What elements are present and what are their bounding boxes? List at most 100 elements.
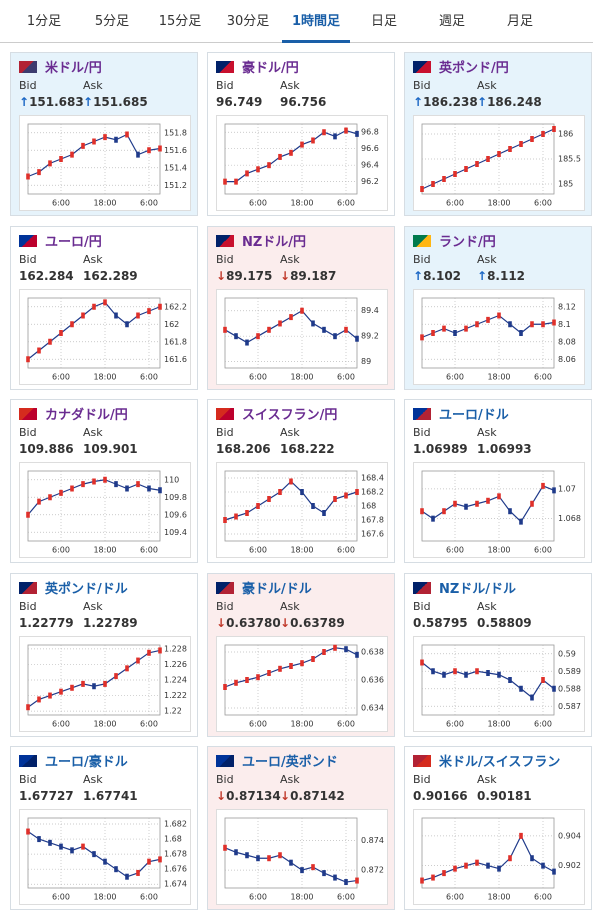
- currency-panel[interactable]: 豪ドル/円 Bid Ask 96.749 96.756 96.2 96.4 96.6 96.8 6…: [207, 52, 395, 216]
- candle: [530, 694, 534, 700]
- y-tick-label: 168.2: [361, 488, 384, 497]
- candle: [541, 131, 545, 137]
- candle: [344, 326, 348, 333]
- currency-panel[interactable]: ユーロ/円 Bid Ask 162.284 162.289 161.6 161.8 162 16…: [10, 225, 198, 390]
- y-tick-label: 8.12: [558, 302, 576, 311]
- candle: [311, 503, 315, 509]
- tab[interactable]: 日足: [370, 14, 397, 29]
- currency-panel[interactable]: カナダドル/円 Bid Ask 109.886 109.901 109.4 109.6 109…: [10, 399, 198, 563]
- mini-chart: 185 185.5 186 6:00 18:00 6:00: [420, 123, 581, 208]
- x-tick-label: 18:00: [290, 199, 313, 208]
- x-tick-label: 6:00: [52, 546, 70, 555]
- currency-panel[interactable]: NZドル/ドル Bid Ask 0.58795 0.58809 0.587 0.588 0.5…: [404, 572, 592, 737]
- y-tick-label: 167.6: [361, 530, 384, 539]
- candle: [420, 186, 424, 192]
- candle: [267, 326, 271, 333]
- bid-value: 0.90166: [413, 789, 468, 803]
- plot-frame: [421, 817, 555, 889]
- candle: [497, 151, 501, 157]
- candle: [26, 355, 30, 362]
- x-tick-label: 18:00: [487, 199, 510, 208]
- candle: [300, 141, 304, 148]
- tab[interactable]: 1時間足: [282, 0, 350, 43]
- candle: [530, 855, 534, 862]
- currency-panel[interactable]: 英ポンド/円 Bid Ask ↑186.238 ↑186.248 185 185.5 186 6…: [404, 52, 592, 216]
- chart-box: 109.4 109.6 109.8 110 6:00 18:00 6:00: [19, 462, 191, 558]
- pair-title: カナダドル/円: [45, 408, 128, 423]
- bid-label: Bid: [216, 79, 234, 92]
- tab[interactable]: 30分足: [226, 14, 270, 29]
- trend-arrow: ↓: [280, 615, 291, 630]
- x-tick-label: 18:00: [290, 372, 313, 381]
- y-tick-label: 1.07: [558, 484, 576, 493]
- currency-panel[interactable]: ユーロ/豪ドル Bid Ask 1.67727 1.67741 1.674 1.676 1.6…: [10, 746, 198, 910]
- candle: [322, 648, 326, 655]
- currency-panel[interactable]: NZドル/円 Bid Ask ↓89.175 ↓89.187 89 89.2 89.4 6:00…: [207, 225, 395, 390]
- bid-value: 1.06989: [413, 442, 468, 456]
- y-tick-label: 168.4: [361, 474, 384, 483]
- candle: [70, 151, 74, 158]
- candle: [453, 171, 457, 177]
- candle: [519, 141, 523, 147]
- currency-panel[interactable]: スイスフラン/円 Bid Ask 168.206 168.222 167.6 167.8 16…: [207, 399, 395, 563]
- y-tick-label: 1.226: [164, 659, 187, 668]
- x-tick-label: 18:00: [487, 893, 510, 902]
- y-tick-label: 0.588: [558, 684, 581, 693]
- candle: [158, 856, 162, 863]
- ask-value: 96.756: [280, 95, 327, 109]
- currency-panel[interactable]: 米ドル/円 Bid Ask ↑151.683 ↑151.685 151.2 151.4 151…: [10, 52, 198, 216]
- candle: [552, 319, 556, 325]
- y-tick-label: 110: [164, 475, 179, 484]
- currency-panel[interactable]: ユーロ/ドル Bid Ask 1.06989 1.06993 1.068 1.07 6:00 1…: [404, 399, 592, 563]
- currency-panel[interactable]: 豪ドル/ドル Bid Ask ↓0.63780 ↓0.63789 0.634 0.636 0.…: [207, 572, 395, 737]
- flag-icon: [216, 234, 234, 247]
- y-tick-label: 1.222: [164, 691, 187, 700]
- y-tick-label: 109.8: [164, 493, 187, 502]
- y-tick-label: 89: [361, 357, 371, 366]
- y-tick-label: 1.682: [164, 820, 187, 829]
- ask-value: 0.58809: [477, 615, 532, 630]
- tab[interactable]: 5分足: [94, 14, 130, 29]
- candle: [125, 664, 129, 671]
- bid-value: ↓0.63780: [216, 615, 281, 630]
- x-tick-label: 6:00: [249, 372, 267, 381]
- x-tick-label: 6:00: [446, 199, 464, 208]
- candle: [114, 312, 118, 318]
- x-tick-label: 18:00: [93, 719, 116, 728]
- x-tick-label: 6:00: [52, 199, 70, 208]
- candle: [300, 489, 304, 495]
- candle: [59, 843, 63, 850]
- candle: [519, 832, 523, 839]
- bid-label: Bid: [19, 426, 37, 439]
- candle: [256, 332, 260, 339]
- currency-panel[interactable]: ランド/円 Bid Ask ↑8.102 ↑8.112 8.06 8.08 8.1 8.12 6:…: [404, 225, 592, 390]
- y-tick-label: 151.6: [164, 146, 187, 155]
- tab[interactable]: 1分足: [26, 14, 62, 29]
- tab[interactable]: 15分足: [158, 14, 202, 29]
- tab[interactable]: 月足: [506, 14, 533, 29]
- candle: [486, 862, 490, 869]
- flag-icon: [216, 581, 234, 594]
- price-line: [224, 480, 358, 521]
- tab[interactable]: 週足: [438, 14, 465, 29]
- currency-panel[interactable]: ユーロ/英ポンド Bid Ask ↓0.87134 ↓0.87142 0.872 0.874…: [207, 746, 395, 910]
- candle: [552, 685, 556, 692]
- x-tick-label: 6:00: [337, 719, 355, 728]
- bid-label: Bid: [19, 252, 37, 266]
- x-tick-label: 18:00: [290, 893, 313, 902]
- candle: [114, 136, 118, 143]
- ask-label: Ask: [280, 426, 300, 439]
- chart-box: 89 89.2 89.4 6:00 18:00 6:00: [216, 288, 388, 385]
- chart-box: 167.6 167.8 168 168.2 168.4 6:00 18:00 6:00: [216, 462, 388, 558]
- x-tick-label: 6:00: [140, 199, 158, 208]
- trend-arrow: ↓: [280, 789, 291, 803]
- candle: [344, 879, 348, 886]
- candle: [70, 320, 74, 327]
- currency-panel[interactable]: 英ポンド/ドル Bid Ask 1.22779 1.22789 1.22 1.222 1.22…: [10, 572, 198, 737]
- pair-title: ユーロ/豪ドル: [45, 755, 128, 770]
- currency-panel[interactable]: 米ドル/スイスフラン Bid Ask 0.90166 0.90181 0.902 0.904…: [404, 746, 592, 910]
- candle: [70, 485, 74, 492]
- mini-chart: 161.6 161.8 162 162.2 6:00 18:00 6:00: [26, 297, 187, 381]
- candle: [136, 657, 140, 664]
- candle: [125, 320, 129, 327]
